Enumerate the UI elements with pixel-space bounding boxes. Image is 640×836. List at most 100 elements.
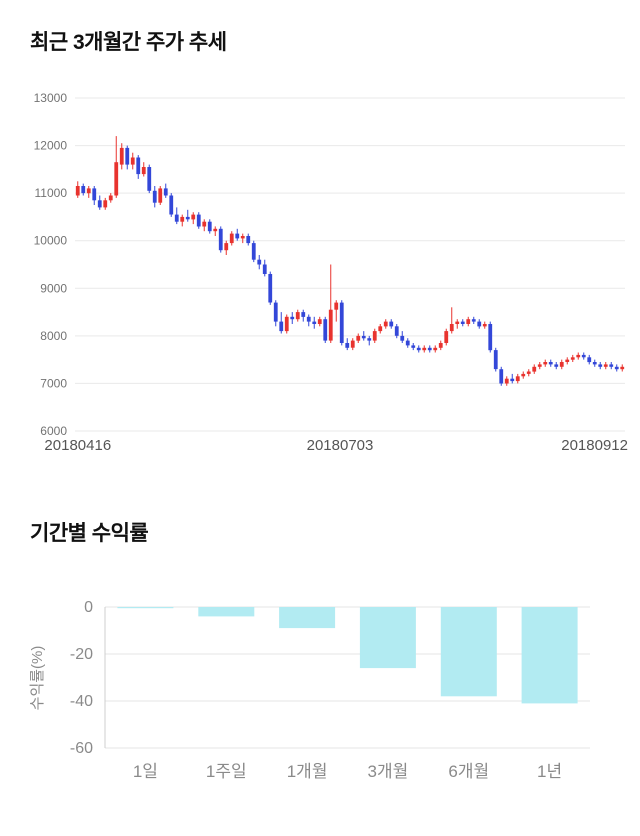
candle-body: [620, 366, 625, 370]
candle-body: [185, 216, 190, 220]
candle-body: [543, 362, 548, 365]
candle-body: [191, 214, 196, 220]
candle-body: [306, 316, 311, 322]
candle-body: [477, 321, 482, 327]
candle-body: [213, 228, 218, 232]
candle-body: [279, 321, 284, 332]
candle-body: [361, 335, 366, 339]
x-axis-category-label: 1일: [133, 762, 158, 781]
candle-body: [416, 347, 421, 351]
candle-body: [526, 371, 531, 374]
price-candlestick-chart: 1300012000110001000090008000700060002018…: [34, 91, 628, 454]
return-bar: [440, 607, 497, 697]
candle-body: [598, 364, 603, 367]
y-axis-tick-label: 12000: [34, 139, 68, 153]
candle-body: [356, 335, 361, 341]
candle-body: [273, 302, 278, 322]
candle-body: [86, 188, 91, 194]
candle-body: [570, 357, 575, 360]
candle-body: [433, 347, 438, 351]
candle-body: [521, 373, 526, 377]
candle-body: [400, 335, 405, 341]
candle-body: [295, 312, 300, 320]
candle-body: [317, 319, 322, 324]
x-axis-category-label: 3개월: [368, 762, 409, 781]
candle-body: [323, 319, 328, 341]
candle-body: [460, 321, 465, 324]
candle-body: [389, 321, 394, 327]
candle-body: [163, 188, 168, 196]
candle-body: [268, 274, 273, 303]
candle-body: [312, 321, 317, 324]
candle-body: [125, 147, 130, 165]
return-bar: [521, 607, 578, 704]
y-axis-tick-label: 13000: [34, 91, 68, 105]
x-axis-tick-label: 20180703: [307, 437, 374, 454]
candle-body: [196, 214, 201, 227]
candle-body: [488, 324, 493, 351]
candle-body: [444, 331, 449, 343]
x-axis-category-label: 1년: [537, 762, 562, 781]
price-chart-title: 최근 3개월간 주가 추세: [30, 31, 227, 54]
candle-body: [158, 188, 163, 203]
returns-chart-title: 기간별 수익률: [30, 522, 149, 545]
candle-body: [548, 362, 553, 365]
candle-body: [367, 338, 372, 341]
y-axis-tick-label: 0: [84, 599, 93, 616]
candle-body: [202, 221, 207, 227]
candle-body: [81, 186, 86, 194]
y-axis-tick-label: 6000: [40, 424, 67, 438]
candle-body: [411, 345, 416, 348]
candle-body: [284, 316, 289, 332]
candle-body: [471, 319, 476, 322]
x-axis-tick-label: 20180912: [561, 437, 628, 454]
candle-body: [169, 195, 174, 215]
y-axis-tick-label: -60: [70, 740, 93, 757]
candle-body: [383, 321, 388, 327]
candle-body: [251, 243, 256, 260]
x-axis-tick-label: 20180416: [44, 437, 111, 454]
candle-body: [504, 378, 509, 384]
candle-body: [92, 188, 97, 201]
candle-body: [609, 364, 614, 367]
candle-body: [75, 186, 80, 196]
y-axis-title: 수익률(%): [29, 646, 46, 711]
candle-body: [141, 167, 146, 175]
candle-body: [290, 316, 295, 320]
y-axis-tick-label: 10000: [34, 234, 68, 248]
return-bar: [359, 607, 416, 669]
candle-body: [350, 340, 355, 348]
candle-body: [103, 200, 108, 208]
candle-body: [345, 343, 350, 348]
y-axis-tick-label: 11000: [35, 186, 68, 200]
candle-body: [339, 302, 344, 343]
candle-body: [152, 190, 157, 203]
candle-body: [136, 157, 141, 175]
candle-body: [537, 364, 542, 367]
candle-body: [262, 264, 267, 274]
candle-body: [235, 233, 240, 239]
candle-body: [372, 331, 377, 341]
period-returns-bar-chart: 0 -20 -40 -60 1일 1주일 1개월 3개월 6개월 1년 수익률(%): [29, 599, 590, 781]
candle-body: [119, 147, 124, 165]
candle-body: [174, 214, 179, 222]
candle-body: [614, 366, 619, 370]
candle-body: [493, 350, 498, 370]
candle-body: [510, 378, 515, 382]
candle-body: [405, 340, 410, 346]
candle-body: [455, 321, 460, 324]
candle-body: [603, 364, 608, 367]
return-bar: [117, 607, 174, 609]
candle-body: [499, 369, 504, 384]
candle-body: [427, 347, 432, 351]
candle-body: [257, 259, 262, 265]
candle-body: [422, 347, 427, 351]
candle-body: [334, 302, 339, 310]
y-axis-tick-label: -40: [70, 693, 93, 710]
y-axis-tick-label: 8000: [40, 329, 67, 343]
return-bar: [198, 607, 255, 617]
y-axis-tick-label: -20: [70, 646, 93, 663]
candle-body: [587, 357, 592, 363]
candle-body: [559, 362, 564, 367]
candle-body: [207, 221, 212, 232]
